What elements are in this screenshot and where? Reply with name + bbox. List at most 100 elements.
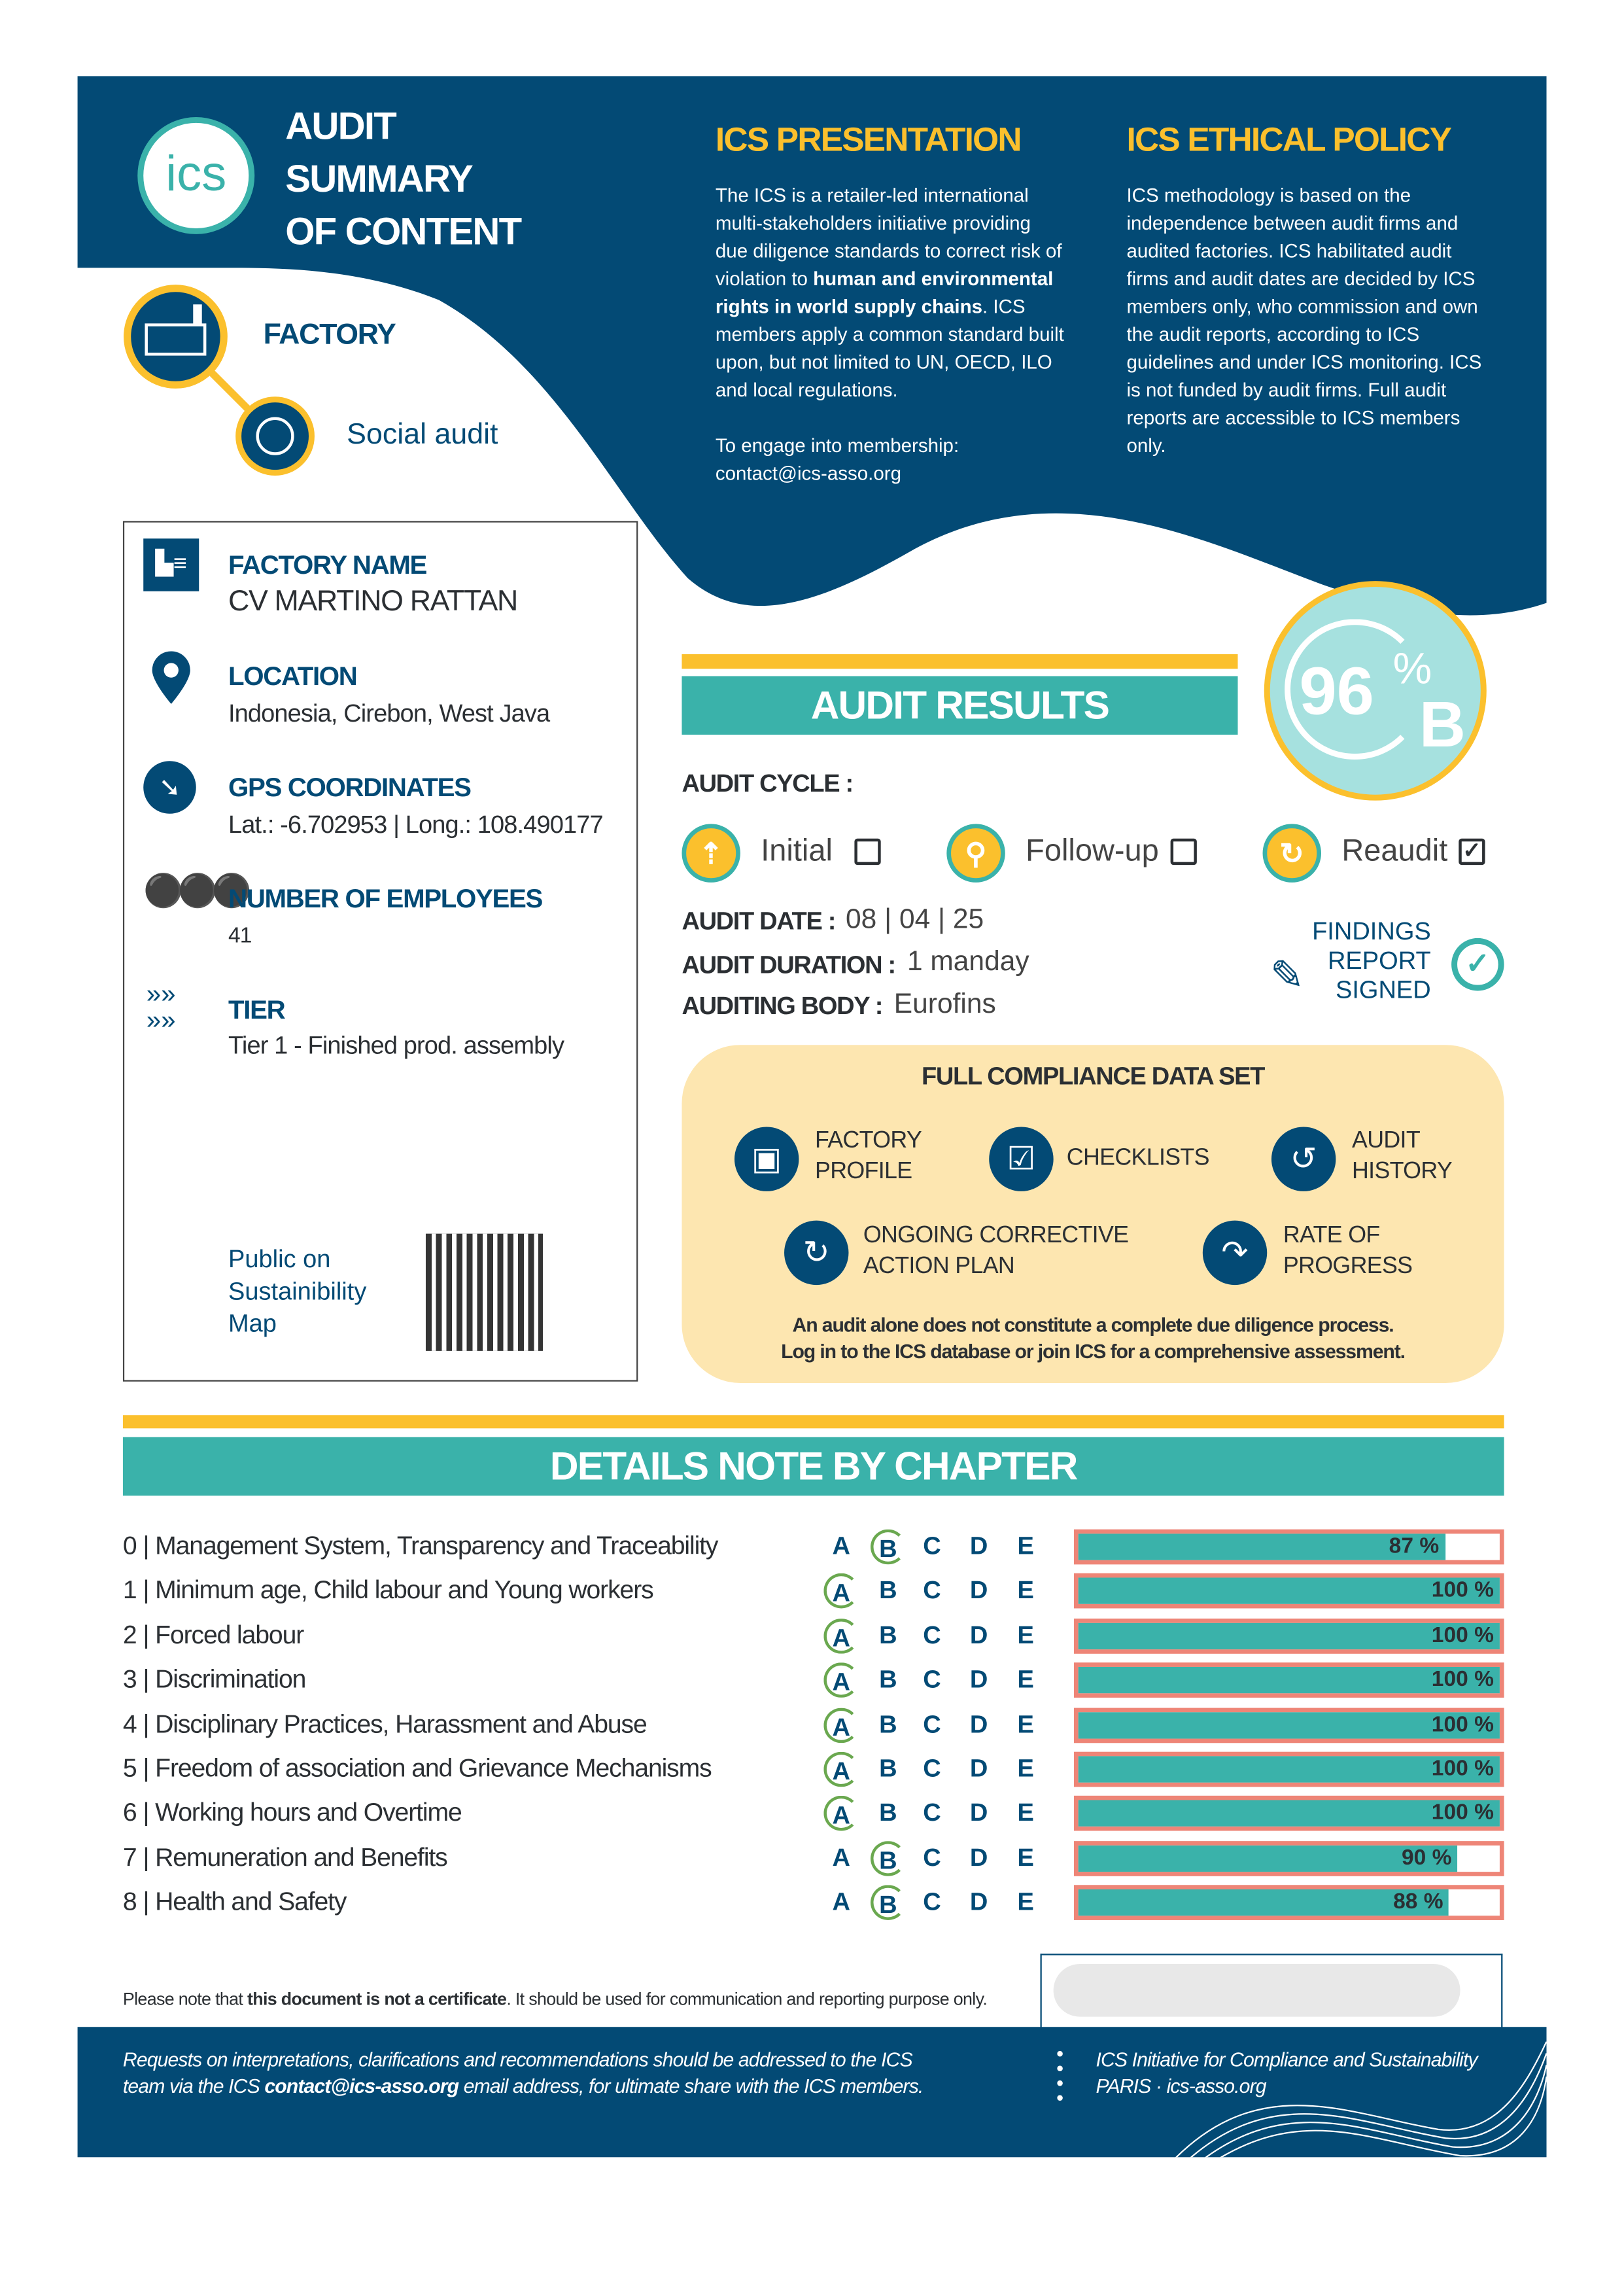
grade-option: E [1017, 1755, 1034, 1783]
auditing-body-label: AUDITING BODY : [682, 992, 883, 1021]
arrow-up-icon: ⇡ [682, 824, 740, 883]
cycle-initial-checkbox[interactable] [854, 838, 881, 866]
audit-results-accent [682, 654, 1238, 669]
grade-option: D [969, 1666, 988, 1694]
chapter-number: 0 [122, 1530, 137, 1560]
chapter-score-fill: 100 % [1078, 1667, 1500, 1694]
location-value: Indonesia, Cirebon, West Java [228, 699, 550, 727]
grade-option: D [969, 1755, 988, 1783]
chapter-separator: | [136, 1753, 156, 1783]
title-line: AUDIT [285, 103, 397, 148]
findings-line: FINDINGS [1312, 917, 1431, 946]
chapter-score-fill: 100 % [1078, 1711, 1500, 1738]
factory-info-box [122, 521, 638, 1382]
grade-option: D [969, 1621, 988, 1649]
score-ring-icon [1285, 619, 1425, 760]
chapter-name: Discrimination [155, 1664, 306, 1694]
audit-date-label: AUDIT DATE : [682, 907, 836, 936]
chapter-score-bar: 90 % [1073, 1840, 1504, 1876]
findings-line: SIGNED [1335, 976, 1431, 1004]
presentation-text-bold: human and environmental rights in world … [715, 268, 1054, 318]
footer-email-link[interactable]: contact@ics-asso.org [264, 2075, 459, 2097]
sustainability-map-link[interactable]: Public on Sustainibility Map [228, 1245, 367, 1338]
grade-selected: A [823, 1796, 859, 1832]
grade-selected: B [871, 1885, 906, 1921]
details-accent [122, 1415, 1504, 1429]
factory-audit-icons [124, 285, 315, 476]
footer-website-link[interactable]: PARIS · ics-asso.org [1096, 2075, 1267, 2097]
grade-selected: A [823, 1662, 859, 1698]
grade-option: C [923, 1577, 941, 1605]
check-circle-icon: ✓ [1451, 937, 1504, 991]
grade-option: C [923, 1799, 941, 1827]
chapter-title: 5 | Freedom of association and Grievance… [123, 1753, 712, 1784]
grade-option: C [923, 1888, 941, 1916]
chapter-number: 6 [122, 1797, 137, 1827]
ethical-policy-title: ICS ETHICAL POLICY [1126, 120, 1451, 158]
compliance-note: An audit alone does not constitute a com… [682, 1313, 1504, 1366]
grade-option: E [1017, 1888, 1034, 1916]
audit-duration-label: AUDIT DURATION : [682, 951, 896, 979]
grade-selected: A [823, 1707, 859, 1743]
grade-option: B [879, 1799, 897, 1827]
chapter-title: 2 | Forced labour [122, 1619, 304, 1651]
chapter-separator: | [136, 1530, 156, 1560]
grade-option: D [969, 1577, 988, 1605]
date-month: 04 [899, 904, 931, 936]
document-title: AUDIT SUMMARY OF CONTENT [285, 99, 522, 258]
grade-selected: B [871, 1840, 906, 1876]
findings-report-signed: FINDINGS REPORT SIGNED [1302, 918, 1431, 1006]
chapter-score-label: 88 % [1393, 1889, 1443, 1915]
chapter-number: 4 [122, 1708, 137, 1738]
signature-box [1040, 1953, 1503, 2030]
score-badge: 96 % B [1264, 581, 1487, 801]
presentation-text-part: The ICS is a retailer-led international … [715, 184, 1062, 290]
qr-code[interactable] [425, 1233, 543, 1351]
footer-dots-divider: • • • • [1056, 2041, 1064, 2109]
compass-icon: ➘ [143, 761, 196, 814]
chapter-score-bar: 88 % [1073, 1885, 1504, 1921]
tier-value: Tier 1 - Finished prod. assembly [228, 1032, 564, 1060]
audit-cycle-label: AUDIT CYCLE : [682, 769, 854, 798]
chapter-number: 8 [122, 1886, 137, 1916]
cycle-reaudit-label: Reaudit [1341, 834, 1448, 868]
title-line: OF CONTENT [285, 209, 522, 254]
compliance-item-audit-history: AUDIT HISTORY [1351, 1128, 1453, 1184]
cycle-followup-checkbox[interactable] [1170, 838, 1197, 866]
location-pin-icon [152, 651, 190, 704]
cycle-reaudit-checkbox[interactable]: ✓ [1459, 838, 1485, 866]
date-year: 25 [952, 904, 984, 936]
score-percent: 96 [1299, 652, 1374, 729]
chapter-score-label: 90 % [1402, 1845, 1452, 1870]
grade-option: A [832, 1844, 851, 1872]
compliance-title: FULL COMPLIANCE DATA SET [921, 1062, 1265, 1091]
chapter-title: 8 | Health and Safety [122, 1886, 347, 1918]
chapter-name: Working hours and Overtime [155, 1797, 462, 1827]
details-title: DETAILS NOTE BY CHAPTER [122, 1437, 1504, 1496]
chapter-name: Management System, Transparency and Trac… [155, 1530, 718, 1560]
audit-duration-value: 1 manday [907, 947, 1029, 978]
score-percent-sign: % [1392, 645, 1432, 694]
disclaimer-bold: this document is not a certificate [247, 1989, 507, 2010]
badge-icon: ▣ [734, 1127, 799, 1191]
grade-option: A [832, 1532, 851, 1560]
compliance-note-line: An audit alone does not constitute a com… [792, 1314, 1394, 1337]
chapter-separator: | [136, 1708, 156, 1738]
refresh-icon: ↻ [1262, 824, 1322, 883]
footer-text-part: email address, for ultimate share with t… [458, 2075, 924, 2097]
employees-value: 41 [228, 923, 252, 949]
tier-label: TIER [228, 995, 286, 1025]
gps-label: GPS COORDINATES [228, 773, 472, 802]
chapter-score-fill: 87 % [1078, 1533, 1445, 1560]
disclaimer-part: Please note that [122, 1989, 247, 2010]
footer [77, 2027, 1547, 2158]
chapter-number: 7 [122, 1842, 137, 1872]
audit-type-label: Social audit [347, 418, 498, 451]
grade-option: D [969, 1888, 988, 1916]
chapter-score-fill: 90 % [1078, 1845, 1458, 1872]
chapter-number: 2 [122, 1619, 137, 1649]
grade-option: A [832, 1888, 851, 1916]
chapter-score-fill: 100 % [1078, 1578, 1500, 1605]
grade-option: D [969, 1799, 988, 1827]
membership-email-link[interactable]: contact@ics-asso.org [715, 462, 901, 485]
